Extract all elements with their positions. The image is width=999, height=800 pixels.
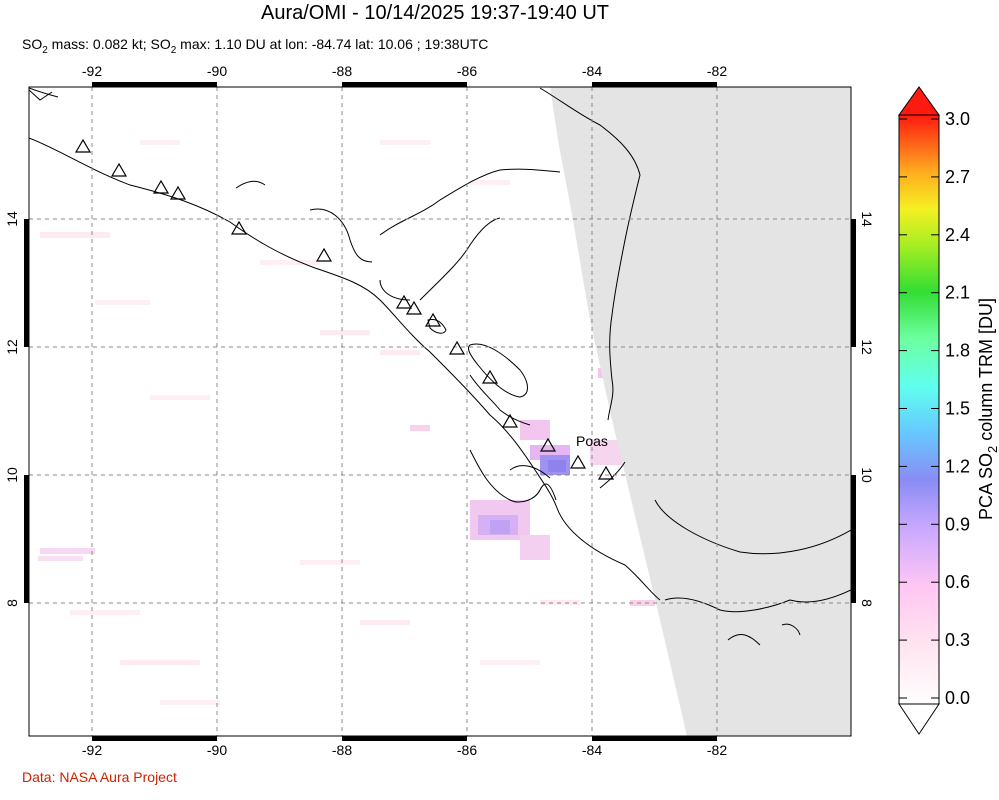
lat-tick: 10 [4,467,20,483]
lat-ticks-left: 14 12 10 8 [4,211,20,607]
lon-tick: -86 [457,742,477,758]
data-credit: Data: NASA Aura Project [22,769,177,785]
lat-tick: 12 [859,339,875,355]
colorbar-tick-label: 0.6 [945,572,970,592]
colorbar-tick-label: 2.7 [945,167,970,187]
lat-tick: 14 [859,211,875,227]
volcano-marker [597,465,615,480]
no-data-region [550,87,851,736]
volcano-marker [424,312,442,327]
faint-so2-streaks [38,140,655,705]
colorbar-tick-label: 1.5 [945,399,970,419]
volcano-marker [539,437,557,452]
colorbar-tick-label: 1.2 [945,456,970,476]
subtitle-so2: SO [22,36,43,52]
subtitle-sub-b: 2 [170,44,177,56]
map-subtitle: SO2 mass: 0.082 kt; SO2 max: 1.10 DU at … [22,36,488,56]
colorbar-max-arrow [898,86,940,116]
colorbar-title-prefix: PCA SO [976,453,996,520]
volcano-marker [230,220,248,235]
border-bars-horizontal [92,82,717,741]
subtitle-mass: mass: 0.082 kt; SO [47,36,171,52]
volcano-markers [74,138,615,480]
colorbar-tick-label: 3.0 [945,109,970,129]
coastlines [29,87,851,646]
lat-tick: 10 [859,467,875,483]
volcano-label-poas: Poas [576,433,608,449]
lake-managua [427,319,447,334]
map-title: Aura/OMI - 10/14/2025 19:37-19:40 UT [261,2,609,24]
lon-ticks-top: -92 -90 -88 -86 -84 -82 [82,63,727,79]
colorbar-ticks: 3.0 2.7 2.4 2.1 1.8 1.5 1.2 0.9 0.6 0.3 0.0 [899,109,970,708]
volcano-marker [501,413,519,428]
border-bars-vertical [24,219,856,603]
lon-tick: -90 [207,742,227,758]
volcano-marker [110,162,128,177]
colorbar-tick-label: 2.4 [945,225,970,245]
lon-ticks-bottom: -92 -90 -88 -86 -84 -82 [82,742,727,758]
lon-tick: -82 [707,742,727,758]
colorbar-tick-label: 1.8 [945,341,970,361]
colorbar-title-suffix: column TRM [DU] [976,298,996,446]
volcano-marker [448,340,466,355]
colorbar: 3.0 2.7 2.4 2.1 1.8 1.5 1.2 0.9 0.6 0.3 0.0 PCA SO… [898,86,999,735]
lat-tick: 8 [859,599,875,607]
volcano-marker [152,179,170,194]
lon-tick: -90 [207,63,227,79]
volcano-marker [405,300,423,315]
lon-tick: -84 [582,63,602,79]
colorbar-tick-label: 0.0 [945,688,970,708]
lon-tick: -88 [332,63,352,79]
graticule [29,87,851,736]
lon-tick: -86 [457,63,477,79]
volcano-marker [315,247,333,262]
colorbar-min-arrow [898,703,940,735]
subtitle-rest: max: 1.10 DU at lon: -84.74 lat: 10.06 ;… [176,36,489,52]
colorbar-tick-label: 0.9 [945,514,970,534]
lake-nicaragua [467,343,528,398]
lat-tick: 8 [4,599,20,607]
volcano-marker [74,138,92,153]
lat-tick: 12 [4,339,20,355]
so2-plume [470,368,630,560]
colorbar-title: PCA SO2 column TRM [DU] [976,298,999,520]
colorbar-tick-label: 0.3 [945,630,970,650]
lon-tick: -92 [82,63,102,79]
volcano-marker [395,294,413,309]
lon-tick: -84 [582,742,602,758]
colorbar-gradient [898,114,940,705]
colorbar-tick-label: 2.1 [945,283,970,303]
volcano-marker-poas [569,454,587,469]
volcano-marker [481,369,499,384]
lon-tick: -82 [707,63,727,79]
subtitle-sub-a: 2 [42,44,48,56]
lon-tick: -92 [82,742,102,758]
colorbar-title-sub: 2 [985,446,999,453]
lat-ticks-right: 14 12 10 8 [859,211,875,607]
lon-tick: -88 [332,742,352,758]
volcano-marker [169,185,187,200]
lat-tick: 14 [4,211,20,227]
